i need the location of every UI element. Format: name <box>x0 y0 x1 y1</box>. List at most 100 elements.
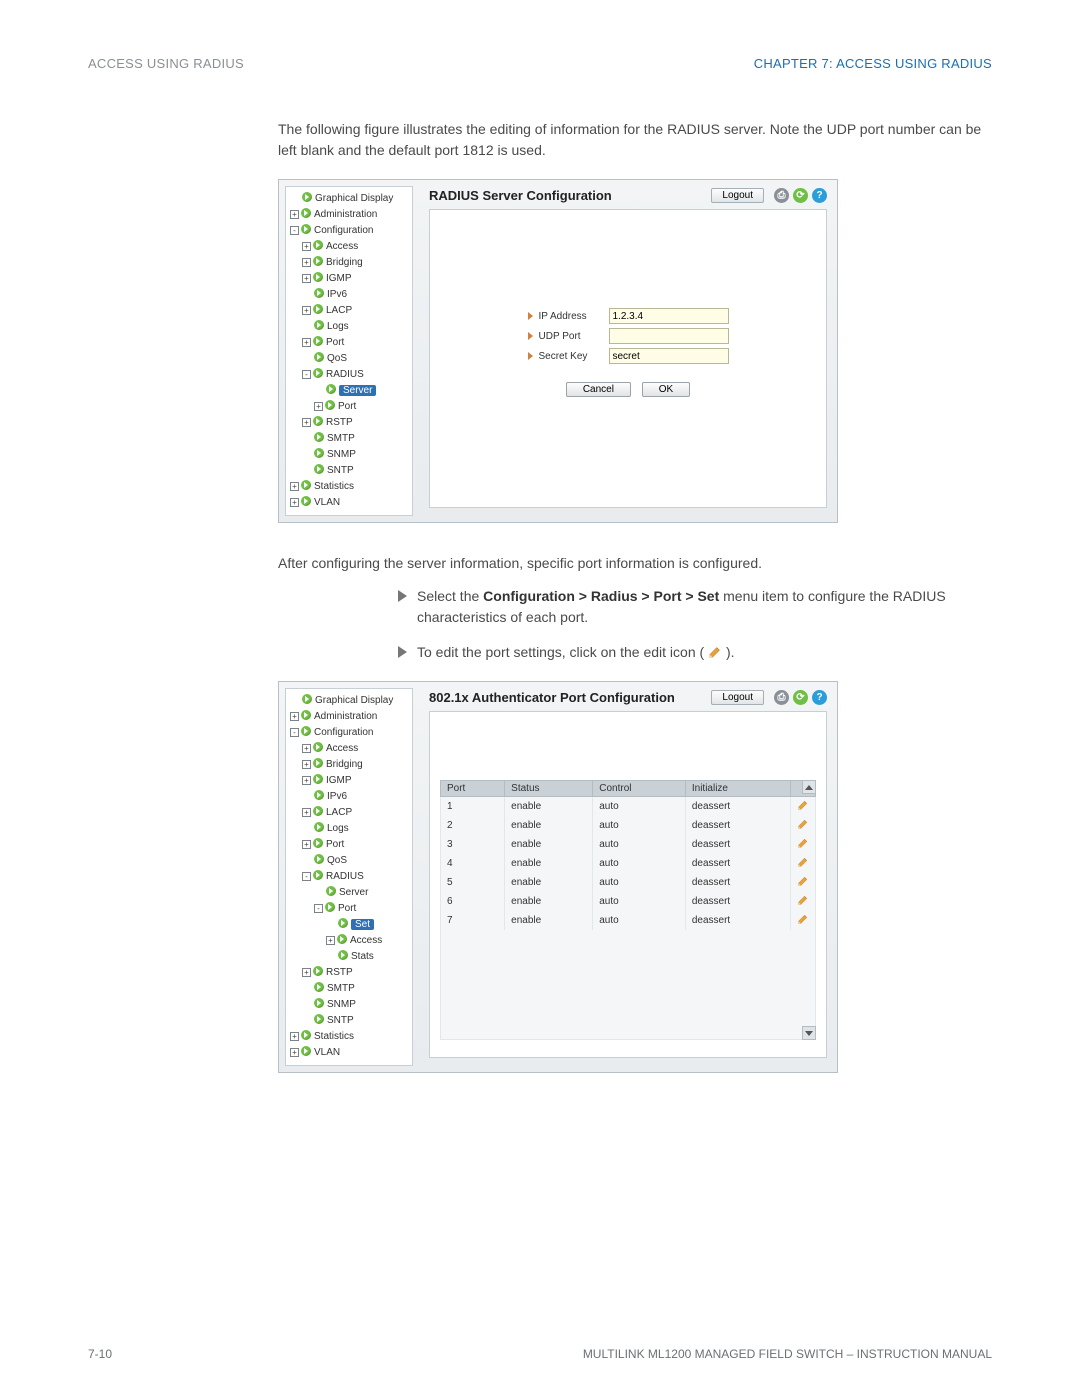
tree-label[interactable]: SNTP <box>327 1015 354 1026</box>
tree-label[interactable]: Server <box>339 887 368 898</box>
tree-node[interactable]: + IGMP <box>288 271 410 287</box>
expand-toggle-icon[interactable]: - <box>314 904 323 913</box>
tree-label[interactable]: IPv6 <box>327 791 347 802</box>
tree-node[interactable]: +IGMP <box>288 773 410 789</box>
expand-toggle-icon[interactable]: + <box>302 274 311 283</box>
expand-toggle-icon[interactable]: - <box>290 728 299 737</box>
expand-toggle-icon[interactable]: + <box>290 482 299 491</box>
tree-label[interactable]: Server <box>339 385 376 396</box>
tree-node[interactable]: +Administration <box>288 207 410 223</box>
tree-label[interactable]: SMTP <box>327 983 355 994</box>
tree-label[interactable]: RADIUS <box>326 369 364 380</box>
expand-toggle-icon[interactable]: + <box>290 1048 299 1057</box>
tree-node[interactable]: SNMP <box>288 997 410 1013</box>
edit-row-button[interactable] <box>791 911 816 930</box>
tree-node[interactable]: - Configuration <box>288 725 410 741</box>
tree-node[interactable]: Logs <box>288 319 410 335</box>
tree-node[interactable]: IPv6 <box>288 287 410 303</box>
tree-node[interactable]: -Configuration <box>288 223 410 239</box>
tree-label[interactable]: Set <box>351 919 374 930</box>
tree-node[interactable]: Set <box>288 917 410 933</box>
expand-toggle-icon[interactable]: + <box>302 258 311 267</box>
tree-node[interactable]: SNTP <box>288 1013 410 1029</box>
expand-toggle-icon[interactable]: + <box>314 402 323 411</box>
edit-row-button[interactable] <box>791 854 816 873</box>
tree-label[interactable]: Configuration <box>314 225 373 236</box>
tree-node[interactable]: Server <box>288 383 410 399</box>
tree-node[interactable]: + Port <box>288 399 410 415</box>
ok-button[interactable]: OK <box>642 382 690 397</box>
refresh-icon[interactable]: ⟳ <box>793 690 808 705</box>
tree-label[interactable]: VLAN <box>314 497 340 508</box>
tree-node[interactable]: SNMP <box>288 447 410 463</box>
tree-node[interactable]: +RSTP <box>288 965 410 981</box>
secret-key-input[interactable] <box>609 348 729 364</box>
tree-label[interactable]: RSTP <box>326 417 353 428</box>
expand-toggle-icon[interactable]: + <box>290 498 299 507</box>
tree-node[interactable]: Logs <box>288 821 410 837</box>
tree-label[interactable]: IGMP <box>326 775 352 786</box>
tree-node[interactable]: Server <box>288 885 410 901</box>
logout-button[interactable]: Logout <box>711 690 764 705</box>
tree-node[interactable]: +Access <box>288 239 410 255</box>
tree-label[interactable]: Logs <box>327 321 349 332</box>
tree-node[interactable]: SMTP <box>288 981 410 997</box>
tree-label[interactable]: QoS <box>327 353 347 364</box>
tree-node[interactable]: IPv6 <box>288 789 410 805</box>
tree-node[interactable]: + Access <box>288 933 410 949</box>
print-icon[interactable]: ⎙ <box>774 690 789 705</box>
expand-toggle-icon[interactable]: + <box>302 306 311 315</box>
tree-node[interactable]: Stats <box>288 949 410 965</box>
tree-label[interactable]: VLAN <box>314 1047 340 1058</box>
tree-node[interactable]: +Statistics <box>288 1029 410 1045</box>
tree-node[interactable]: SNTP <box>288 463 410 479</box>
tree-label[interactable]: Administration <box>314 209 377 220</box>
tree-label[interactable]: Port <box>326 337 344 348</box>
tree-node[interactable]: +Administration <box>288 709 410 725</box>
table-scroll-up[interactable] <box>802 780 816 794</box>
tree-node[interactable]: +Access <box>288 741 410 757</box>
expand-toggle-icon[interactable]: + <box>302 760 311 769</box>
tree-node[interactable]: + RSTP <box>288 415 410 431</box>
tree-label[interactable]: Port <box>326 839 344 850</box>
expand-toggle-icon[interactable]: + <box>302 808 311 817</box>
tree-label[interactable]: LACP <box>326 807 352 818</box>
column-header[interactable]: Initialize <box>685 781 790 797</box>
tree-label[interactable]: SNMP <box>327 999 356 1010</box>
tree-node[interactable]: + VLAN <box>288 1045 410 1061</box>
ip-address-input[interactable] <box>609 308 729 324</box>
logout-button[interactable]: Logout <box>711 188 764 203</box>
tree-label[interactable]: Bridging <box>326 257 363 268</box>
tree-label[interactable]: Graphical Display <box>315 695 393 706</box>
cancel-button[interactable]: Cancel <box>566 382 631 397</box>
expand-toggle-icon[interactable]: + <box>302 418 311 427</box>
tree-label[interactable]: SMTP <box>327 433 355 444</box>
tree-label[interactable]: SNMP <box>327 449 356 460</box>
tree-label[interactable]: Access <box>350 935 382 946</box>
column-header[interactable]: Status <box>505 781 593 797</box>
tree-node[interactable]: Graphical Display <box>288 693 410 709</box>
tree-label[interactable]: Port <box>338 401 356 412</box>
help-icon[interactable]: ? <box>812 690 827 705</box>
tree-label[interactable]: Bridging <box>326 759 363 770</box>
tree-node[interactable]: +LACP <box>288 303 410 319</box>
tree-node[interactable]: Graphical Display <box>288 191 410 207</box>
tree-node[interactable]: SMTP <box>288 431 410 447</box>
tree-node[interactable]: + LACP <box>288 805 410 821</box>
expand-toggle-icon[interactable]: - <box>302 872 311 881</box>
expand-toggle-icon[interactable]: + <box>302 338 311 347</box>
tree-node[interactable]: -RADIUS <box>288 869 410 885</box>
tree-label[interactable]: Configuration <box>314 727 373 738</box>
expand-toggle-icon[interactable]: + <box>302 968 311 977</box>
print-icon[interactable]: ⎙ <box>774 188 789 203</box>
table-scroll-down[interactable] <box>802 1026 816 1040</box>
expand-toggle-icon[interactable]: + <box>326 936 335 945</box>
tree-label[interactable]: Access <box>326 241 358 252</box>
tree-label[interactable]: IGMP <box>326 273 352 284</box>
edit-row-button[interactable] <box>791 816 816 835</box>
tree-node[interactable]: + Bridging <box>288 255 410 271</box>
tree-label[interactable]: Stats <box>351 951 374 962</box>
edit-row-button[interactable] <box>791 873 816 892</box>
tree-node[interactable]: +Port <box>288 837 410 853</box>
edit-row-button[interactable] <box>791 892 816 911</box>
